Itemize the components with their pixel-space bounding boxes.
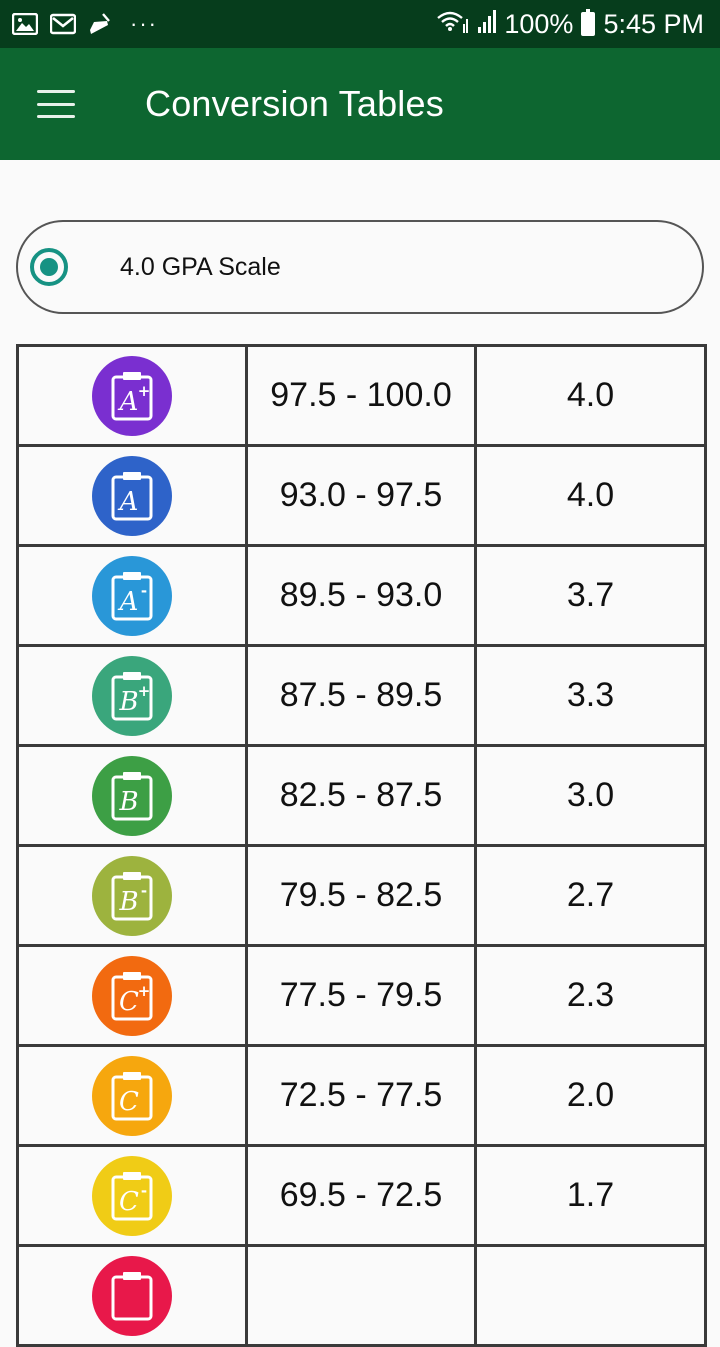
grade-icon-cell: B + — [16, 644, 248, 747]
grade-letter: B — [118, 887, 138, 917]
table-row: C +77.5 - 79.5 2.3 — [16, 944, 707, 1047]
grade-icon-cell — [16, 1244, 248, 1347]
grade-modifier: - — [141, 582, 147, 600]
grade-letter: C — [119, 1087, 139, 1117]
table-row: B 82.5 - 87.5 3.0 — [16, 744, 707, 847]
gpa-value-cell: 1.7 — [474, 1144, 707, 1247]
gpa-value-cell: 2.0 — [474, 1044, 707, 1147]
status-bar-system: 100% 5:45 PM — [436, 9, 704, 40]
conversion-table-body: A +97.5 - 100.0 4.0 A 93.0 - 97.5 4.0 A -89.5 -… — [16, 344, 707, 1347]
score-range-cell: 97.5 - 100.0 — [245, 344, 477, 447]
wifi-icon — [436, 9, 470, 40]
grade-badge-icon — [92, 1255, 172, 1336]
signal-icon — [478, 9, 497, 40]
page-title: Conversion Tables — [145, 83, 444, 124]
grade-letter: B — [118, 787, 138, 817]
grade-icon-cell: B — [16, 744, 248, 847]
grade-modifier: + — [138, 382, 151, 400]
battery-icon — [581, 9, 596, 36]
grade-icon-cell: A- — [16, 544, 248, 647]
gpa-value-cell: 2.7 — [474, 844, 707, 947]
status-bar-notifications: ··· — [11, 11, 158, 36]
gpa-value-cell: 3.0 — [474, 744, 707, 847]
grade-icon-cell: A — [16, 444, 248, 547]
score-range-cell: 87.5 - 89.5 — [245, 644, 477, 747]
conversion-table: A +97.5 - 100.0 4.0 A 93.0 - 97.5 4.0 A -89.5 -… — [16, 344, 707, 1347]
grade-modifier: - — [141, 1182, 147, 1200]
grade-letter: A — [118, 587, 139, 617]
mail-icon — [49, 13, 77, 35]
status-bar: ··· 100% 5:45 PM — [0, 0, 720, 48]
gpa-value-cell: 3.3 — [474, 644, 707, 747]
table-row: C - 69.5 - 72.5 1.7 — [16, 1144, 707, 1247]
app-bar: Conversion Tables — [0, 48, 720, 160]
gpa-value-cell: 4.0 — [474, 444, 707, 547]
gpa-value-cell — [474, 1244, 707, 1347]
grade-badge-icon: A + — [92, 355, 172, 436]
menu-button[interactable] — [0, 48, 112, 160]
cleaner-icon — [88, 13, 114, 35]
grade-letter: A — [118, 387, 139, 417]
grade-badge-icon: B — [92, 755, 172, 836]
table-row: B - 79.5 - 82.5 2.7 — [16, 844, 707, 947]
grade-badge-icon: C + — [92, 955, 172, 1036]
image-icon — [11, 12, 39, 36]
gpa-value-cell: 2.3 — [474, 944, 707, 1047]
grade-badge-icon: A — [92, 455, 172, 536]
grade-icon-cell: C — [16, 1044, 248, 1147]
grade-letter: B — [118, 687, 138, 717]
table-row: A - 89.5 - 93.0 3.7 — [16, 544, 707, 647]
gpa-value-cell: 3.7 — [474, 544, 707, 647]
clock: 5:45 PM — [603, 8, 704, 39]
grade-icon-cell: C- — [16, 1144, 248, 1247]
table-row: B +87.5 - 89.5 3.3 — [16, 644, 707, 747]
score-range-cell — [245, 1244, 477, 1347]
grade-badge-icon: B + — [92, 655, 172, 736]
score-range-cell: 72.5 - 77.5 — [245, 1044, 477, 1147]
grade-badge-icon: C — [92, 1055, 172, 1136]
score-range-cell: 69.5 - 72.5 — [245, 1144, 477, 1247]
score-range-cell: 77.5 - 79.5 — [245, 944, 477, 1047]
grade-badge-icon: A- — [92, 555, 172, 636]
more-dots-icon: ··· — [130, 11, 158, 36]
score-range-cell: 79.5 - 82.5 — [245, 844, 477, 947]
grade-badge-icon: C- — [92, 1155, 172, 1236]
grade-icon-cell: A + — [16, 344, 248, 447]
gpa-scale-label: 4.0 GPA Scale — [120, 252, 281, 281]
score-range-cell: 93.0 - 97.5 — [245, 444, 477, 547]
radio-button-selected-icon[interactable] — [30, 248, 68, 286]
grade-icon-cell: C + — [16, 944, 248, 1047]
table-row — [16, 1244, 707, 1347]
gpa-scale-selector[interactable]: 4.0 GPA Scale — [16, 220, 704, 314]
grade-icon-cell: B- — [16, 844, 248, 947]
score-range-cell: 89.5 - 93.0 — [245, 544, 477, 647]
grade-letter: A — [118, 487, 139, 517]
grade-modifier: + — [138, 982, 151, 1000]
gpa-value-cell: 4.0 — [474, 344, 707, 447]
grade-letter: C — [119, 987, 139, 1017]
grade-letter: C — [119, 1187, 139, 1217]
table-row: C 72.5 - 77.5 2.0 — [16, 1044, 707, 1147]
grade-modifier: + — [138, 682, 151, 700]
grade-modifier: - — [141, 882, 147, 900]
battery-percent: 100% — [504, 8, 574, 39]
score-range-cell: 82.5 - 87.5 — [245, 744, 477, 847]
grade-badge-icon: B- — [92, 855, 172, 936]
table-row: A +97.5 - 100.0 4.0 — [16, 344, 707, 447]
hamburger-menu-icon — [37, 90, 75, 118]
table-row: A 93.0 - 97.5 4.0 — [16, 444, 707, 547]
